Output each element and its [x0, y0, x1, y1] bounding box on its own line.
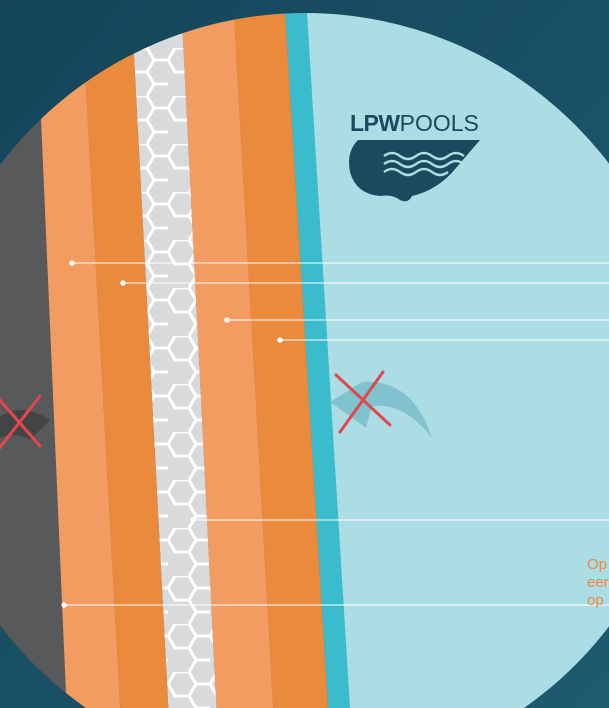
orange-light-layer-outer [35, 13, 122, 708]
caption-line: eer [587, 574, 609, 591]
leader-dot [277, 337, 283, 343]
wave-icon [383, 151, 465, 177]
caption-line: op [587, 592, 604, 609]
soil-cross-marker [0, 394, 50, 450]
logo-wordmark: LPWPOOLS [350, 110, 479, 136]
leader-dot [224, 317, 230, 323]
cross-icon [0, 394, 42, 450]
leader-dot [61, 602, 67, 608]
cross-icon [334, 370, 392, 434]
concrete-layer [130, 13, 218, 708]
membrane-layer [283, 13, 352, 708]
orange-dark-layer-inner [232, 13, 330, 708]
caption-text: Op eer op [587, 556, 609, 610]
orange-dark-layer-outer [80, 13, 170, 708]
logo-brand-bold: LPW [350, 110, 400, 136]
water-cross-marker [330, 370, 432, 438]
curved-arrow-icon [330, 381, 432, 438]
leader-dot [69, 260, 75, 266]
logo-mark [349, 140, 480, 202]
caption-line: Op [587, 556, 608, 573]
leader-dot [120, 280, 126, 286]
logo-brand-light: POOLS [399, 110, 479, 136]
leader-lines [61, 260, 609, 608]
orange-light-layer-inner [180, 13, 275, 708]
leader-dot [190, 517, 196, 523]
